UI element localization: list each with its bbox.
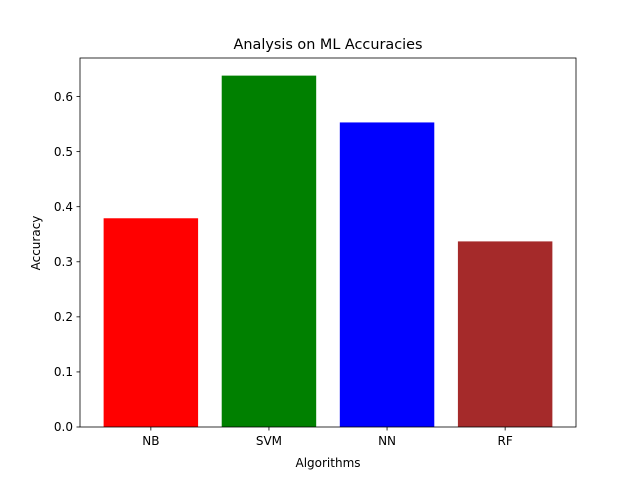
y-tick-label: 0.4: [54, 200, 73, 214]
x-tick-label: NB: [142, 434, 159, 448]
y-axis-label: Accuracy: [29, 216, 43, 271]
bar-nb: [103, 218, 199, 427]
y-tick-label: 0.5: [54, 145, 73, 159]
x-tick-label: RF: [498, 434, 513, 448]
x-tick-label: SVM: [256, 434, 282, 448]
y-tick-label: 0.1: [54, 365, 73, 379]
y-tick-label: 0.2: [54, 310, 73, 324]
x-axis-label: Algorithms: [295, 456, 360, 470]
chart-title: Analysis on ML Accuracies: [234, 37, 423, 53]
bar-rf: [457, 241, 553, 427]
y-tick-label: 0.0: [54, 420, 73, 434]
y-tick-label: 0.6: [54, 90, 73, 104]
y-tick-label: 0.3: [54, 255, 73, 269]
axes-frame: [79, 57, 577, 428]
bar-nn: [339, 122, 435, 427]
plot-area: 0.0 0.1 0.2 0.3 0.4 0.5 0.6 NB SVM NN RF: [54, 57, 577, 448]
bar-svm: [221, 75, 317, 428]
x-tick-label: NN: [378, 434, 396, 448]
